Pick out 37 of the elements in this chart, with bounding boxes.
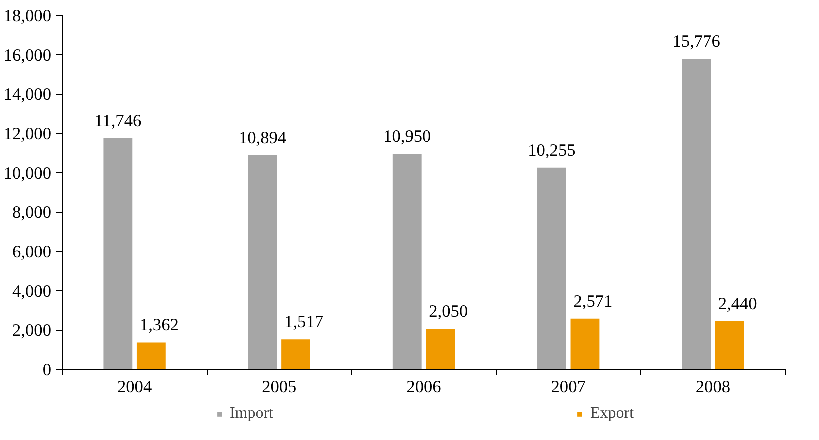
x-tick-label: 2006 <box>406 378 442 396</box>
data-label: 2,050 <box>429 302 468 322</box>
data-label: 11,746 <box>94 111 142 130</box>
y-tick-label: 2,000 <box>12 321 52 340</box>
bar <box>426 329 456 370</box>
y-tick-label: 10,000 <box>4 164 52 183</box>
bar <box>682 59 712 370</box>
y-tick-label: 12,000 <box>4 124 52 144</box>
bar <box>248 155 278 370</box>
data-label: 10,894 <box>238 128 287 148</box>
data-label: 15,776 <box>672 32 721 52</box>
data-label: 1,517 <box>284 312 324 332</box>
x-tick-label: 2008 <box>696 378 731 396</box>
legend-label: Export <box>590 405 634 423</box>
bar <box>136 342 166 370</box>
data-label: 1,362 <box>140 316 179 335</box>
y-tick-label: 6,000 <box>12 242 52 262</box>
x-tick-label: 2004 <box>117 378 152 396</box>
bar <box>570 318 600 370</box>
bar <box>538 168 566 370</box>
x-tick-label: 2007 <box>551 378 586 396</box>
bar <box>282 340 310 370</box>
data-label: 2,440 <box>718 294 758 314</box>
bar <box>104 138 133 370</box>
data-label: 10,950 <box>384 127 432 146</box>
y-tick-label: 18,000 <box>4 6 52 26</box>
data-label: 10,255 <box>528 140 576 160</box>
y-tick-label: 14,000 <box>4 85 52 104</box>
y-tick-label: 8,000 <box>12 203 52 222</box>
x-tick-label: 2005 <box>262 378 297 396</box>
bar <box>392 154 422 370</box>
legend-label: Import <box>230 405 274 423</box>
y-tick-label: 16,000 <box>4 46 52 65</box>
data-label: 2,571 <box>574 292 613 311</box>
y-tick-label: 4,000 <box>12 282 52 301</box>
bar <box>715 322 744 370</box>
y-tick-label: 0 <box>42 360 52 380</box>
